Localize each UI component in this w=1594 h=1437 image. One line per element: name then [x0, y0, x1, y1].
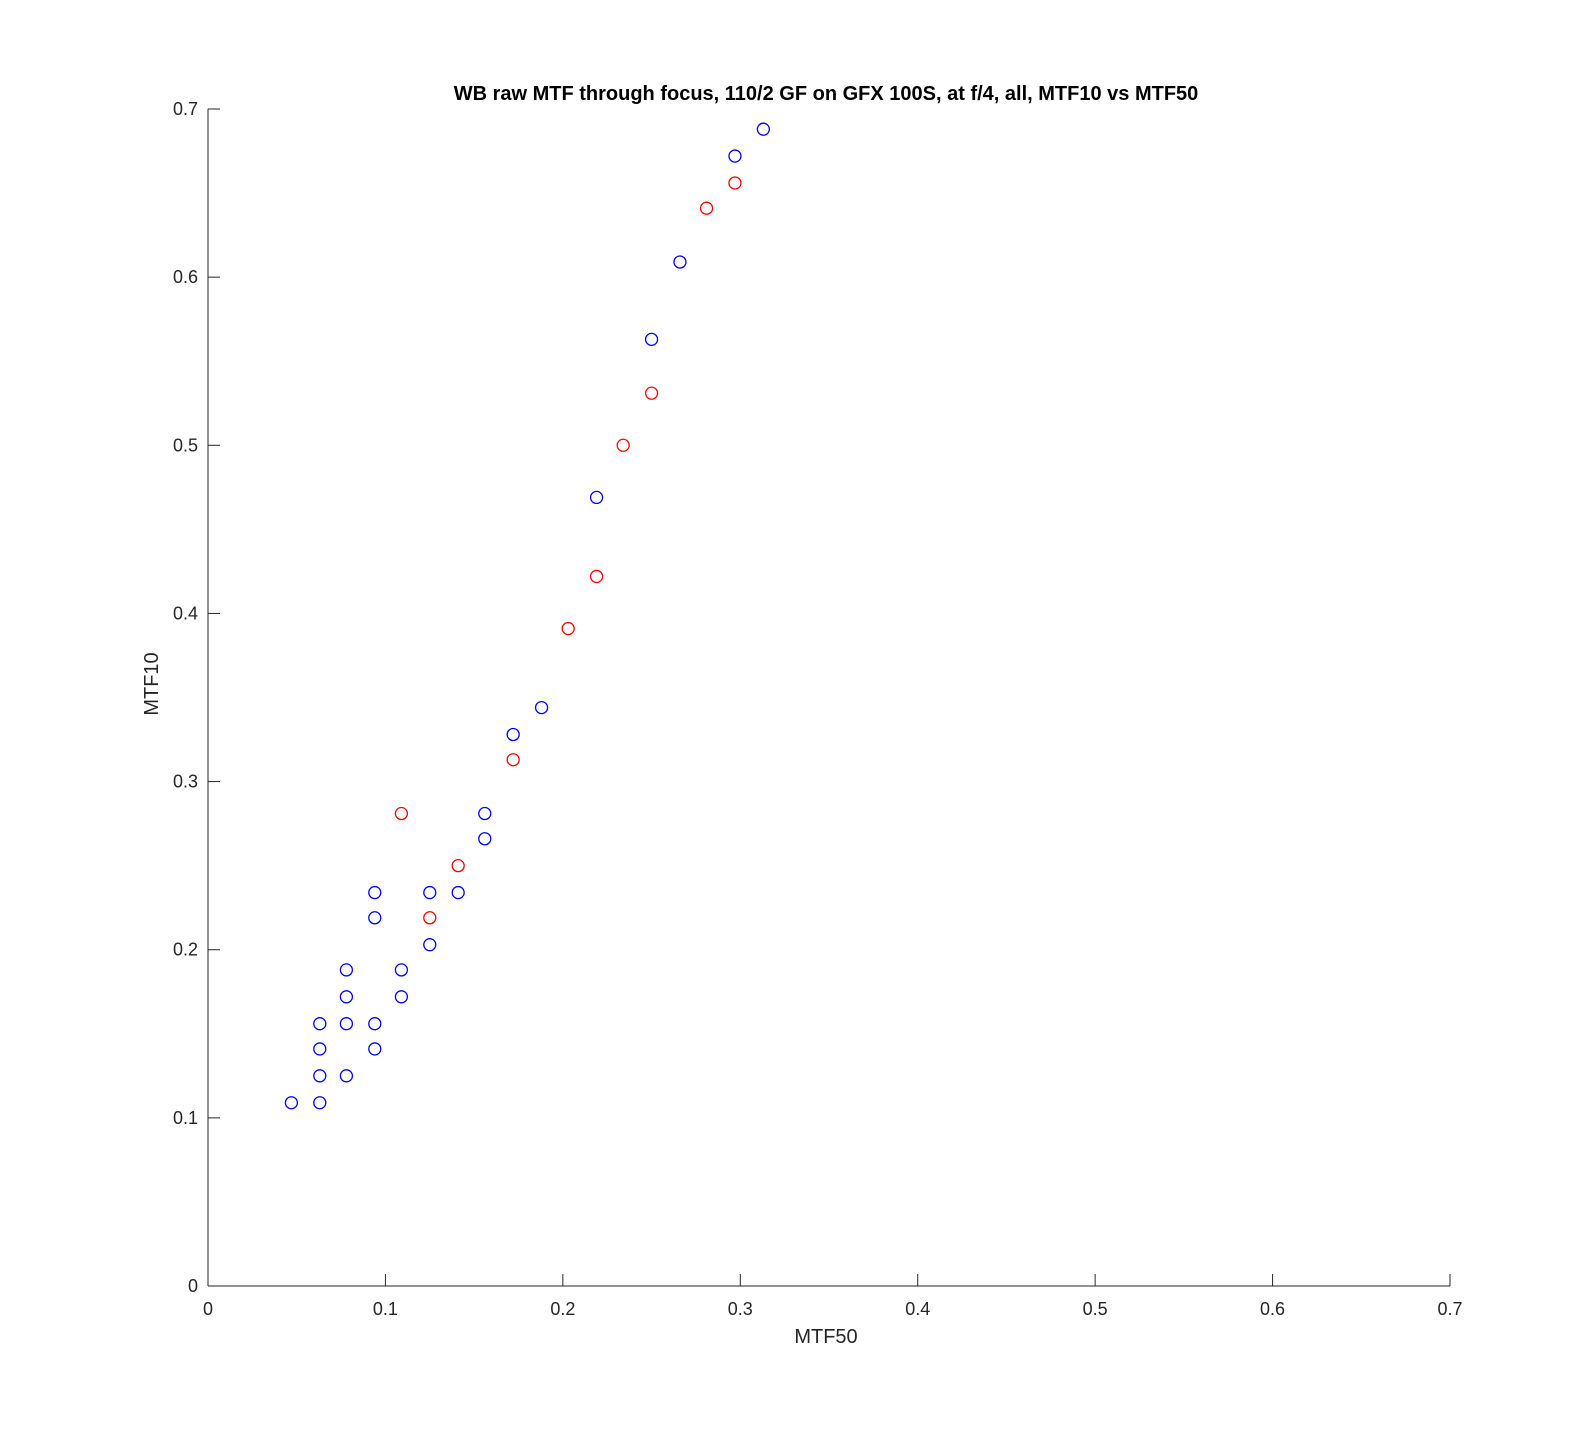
data-point — [368, 885, 382, 900]
data-point — [673, 255, 687, 269]
data-point — [506, 727, 520, 742]
data-point — [478, 806, 492, 821]
data-point — [506, 753, 520, 767]
data-point — [644, 332, 659, 347]
data-point — [423, 911, 437, 925]
data-point — [534, 700, 549, 715]
y-tick-label: 0 — [188, 1276, 198, 1296]
data-point — [313, 1017, 327, 1031]
x-tick-label: 0 — [203, 1299, 213, 1319]
x-tick-label: 0.5 — [1083, 1299, 1108, 1319]
axes — [207, 109, 1450, 1287]
y-tick-label: 0.3 — [173, 772, 198, 792]
x-tick-label: 0.3 — [728, 1299, 753, 1319]
data-point — [394, 990, 409, 1004]
y-tick-label: 0.5 — [173, 435, 198, 455]
data-point — [339, 990, 354, 1004]
data-point — [423, 885, 437, 900]
series-1 — [284, 122, 771, 1110]
y-tick-label: 0.7 — [173, 99, 198, 119]
data-point — [728, 176, 742, 190]
data-point — [478, 832, 492, 846]
y-tick-label: 0.1 — [173, 1108, 198, 1128]
data-point — [561, 621, 575, 636]
series-2 — [394, 176, 742, 925]
data-point — [616, 438, 630, 452]
x-tick-label: 0.1 — [373, 1299, 398, 1319]
chart-title: WB raw MTF through focus, 110/2 GF on GF… — [454, 83, 1199, 105]
y-tick-label: 0.4 — [173, 603, 198, 623]
data-point — [368, 1042, 382, 1056]
data-point — [451, 885, 465, 900]
data-point — [394, 806, 409, 821]
data-point — [756, 122, 771, 136]
data-point — [339, 1017, 354, 1031]
data-point — [313, 1042, 327, 1056]
x-axis-label: MTF50 — [794, 1326, 857, 1348]
ticks: 0 0.1 0.2 0.3 0.4 0.5 0.6 0.7 0 0.1 0.2 0.3 0.4 0.5 0.… — [173, 99, 1463, 1319]
y-tick-label: 0.6 — [173, 267, 198, 287]
data-point — [589, 569, 604, 584]
data-point — [339, 1069, 354, 1083]
data-point — [423, 938, 437, 952]
data-point — [728, 149, 742, 163]
data-point — [589, 490, 604, 505]
data-markers — [284, 122, 771, 1110]
data-point — [644, 386, 659, 400]
y-axis-label: MTF10 — [141, 652, 163, 715]
data-point — [313, 1069, 327, 1083]
x-tick-label: 0.6 — [1260, 1299, 1285, 1319]
x-tick-label: 0.2 — [550, 1299, 575, 1319]
data-point — [339, 963, 354, 977]
data-point — [699, 201, 714, 215]
x-tick-label: 0.4 — [905, 1299, 930, 1319]
data-point — [368, 1017, 382, 1031]
data-point — [284, 1096, 299, 1110]
data-point — [368, 911, 382, 925]
y-tick-label: 0.2 — [173, 940, 198, 960]
x-tick-label: 0.7 — [1437, 1299, 1462, 1319]
data-point — [394, 963, 409, 977]
data-point — [451, 858, 465, 873]
data-point — [313, 1096, 327, 1110]
